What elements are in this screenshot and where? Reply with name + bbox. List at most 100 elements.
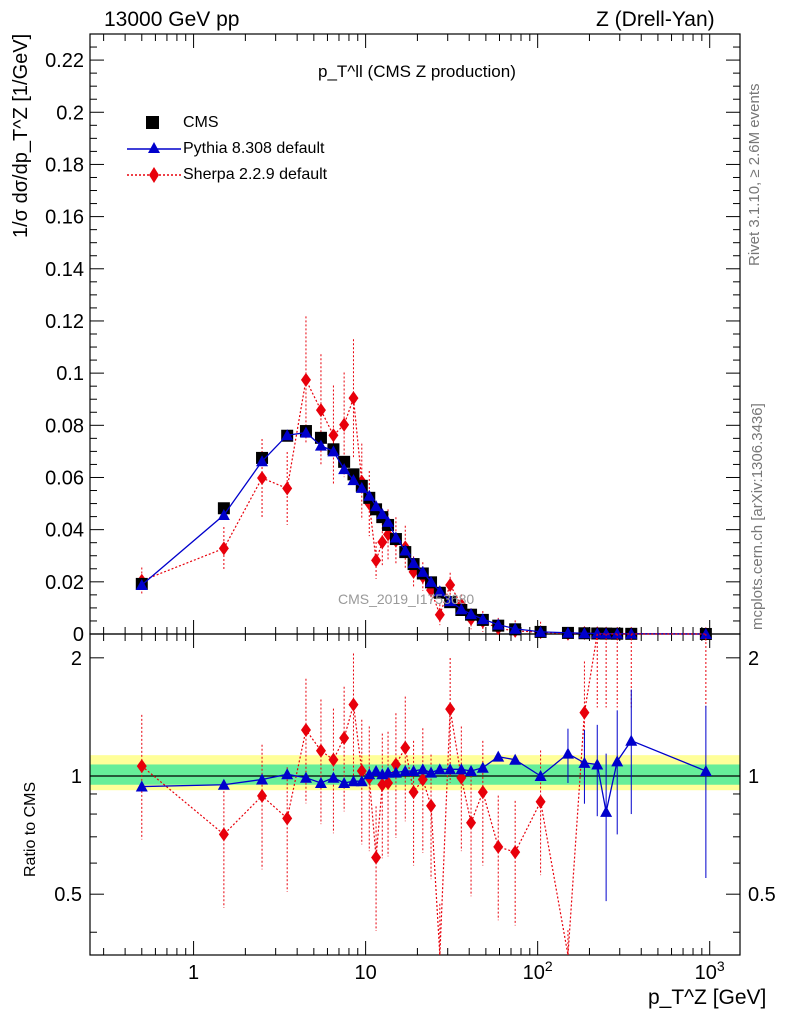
- y-tick-label: 0.22: [45, 50, 84, 72]
- y-tick-label: 0.04: [45, 520, 84, 542]
- pythia-point: [600, 627, 613, 639]
- pythia-ratio-point: [327, 771, 340, 783]
- sherpa-ratio-point: [390, 757, 401, 772]
- pythia-point: [281, 429, 294, 441]
- sherpa-ratio-point: [356, 763, 367, 778]
- x-tick-label: 102: [523, 958, 553, 984]
- pythia-point: [425, 575, 438, 587]
- plot-title-text: p_T^ll (CMS Z production): [318, 62, 516, 81]
- legend-item-cms: CMS: [125, 110, 327, 136]
- pythia-ratio-point: [455, 763, 468, 775]
- ratio-tick-label: 1: [71, 766, 82, 788]
- pythia-point: [625, 627, 638, 639]
- pythia-point: [299, 426, 312, 438]
- sherpa-ratio-point: [579, 705, 590, 720]
- sherpa-point: [377, 535, 388, 550]
- pythia-point: [256, 455, 269, 467]
- sherpa-point: [371, 553, 382, 568]
- pythia-point: [465, 608, 478, 620]
- sherpa-ratio-point: [477, 785, 488, 800]
- rivet-version-label: Rivet 3.1.10, ≥ 2.6M events: [746, 83, 763, 267]
- pythia-point: [591, 627, 604, 639]
- pythia-point: [492, 618, 505, 630]
- sherpa-ratio-point: [328, 752, 339, 767]
- pythia-point: [444, 595, 457, 607]
- sherpa-ratio-point: [300, 722, 311, 737]
- sherpa-ratio-point: [371, 850, 382, 865]
- pythia-point: [314, 439, 327, 451]
- y-tick-label: 0.12: [45, 311, 84, 333]
- sherpa-ratio-point: [408, 785, 419, 800]
- pythia-ratio-point: [509, 753, 522, 765]
- pythia-point: [382, 515, 395, 527]
- sherpa-ratio-point: [426, 798, 437, 813]
- pythia-ratio-point: [465, 764, 478, 776]
- x-axis-label: p_T^Z [GeV]: [648, 986, 767, 1009]
- legend-label-pythia: Pythia 8.308 default: [183, 140, 325, 157]
- pythia-ratio-point: [416, 763, 429, 775]
- sherpa-ratio-point: [282, 811, 293, 826]
- sherpa-point: [445, 577, 456, 592]
- pythia-point: [338, 463, 351, 475]
- pythia-ratio-point: [338, 776, 351, 788]
- pythia-ratio-point: [625, 734, 638, 746]
- pythia-ratio-point: [444, 763, 457, 775]
- pythia-ratio-point: [347, 775, 360, 787]
- pythia-ratio-point: [389, 766, 402, 778]
- pythia-ratio-point: [281, 768, 294, 780]
- pythia-point: [416, 565, 429, 577]
- cms-point: [314, 431, 327, 444]
- sherpa-point: [257, 471, 268, 485]
- legend-label-sherpa: Sherpa 2.2.9 default: [183, 166, 328, 183]
- ratio-tick-label-right: 2: [748, 648, 759, 670]
- y-tick-label: 0.16: [45, 207, 84, 229]
- x-tick-label: 10: [354, 962, 376, 984]
- pythia-point: [217, 509, 230, 521]
- pythia-ratio-point: [534, 770, 547, 782]
- pythia-point: [363, 489, 376, 501]
- header-left: 13000 GeV pp: [104, 8, 240, 31]
- sherpa-point: [282, 481, 293, 496]
- legend: CMS Pythia 8.308 default Sherpa 2.2.9 de…: [125, 110, 327, 188]
- pythia-ratio-point: [135, 780, 148, 792]
- sherpa-ratio-point: [136, 759, 147, 774]
- legend-item-pythia: Pythia 8.308 default: [125, 136, 327, 162]
- ratio-axis-label: Ratio to CMS: [22, 781, 39, 877]
- pythia-ratio-point: [314, 776, 327, 788]
- pythia-ratio-point: [591, 758, 604, 770]
- y-tick-label: 0.2: [56, 102, 84, 124]
- pythia-point: [355, 481, 368, 493]
- sherpa-ratio-point: [339, 730, 350, 745]
- y-tick-label: 0.06: [45, 467, 84, 489]
- pythia-point: [476, 613, 489, 625]
- pythia-ratio-point: [217, 778, 230, 790]
- pythia-point: [534, 625, 547, 637]
- pythia-ratio-point: [363, 768, 376, 780]
- legend-label-cms: CMS: [183, 114, 219, 131]
- y-tick-label: 0.08: [45, 415, 84, 437]
- y-tick-label: 0.02: [45, 572, 84, 594]
- sherpa-point: [434, 607, 445, 622]
- pythia-ratio-point: [433, 763, 446, 775]
- pythia-point: [509, 622, 522, 634]
- pythia-ratio-point: [299, 771, 312, 783]
- legend-triangle-icon: [125, 139, 183, 159]
- pythia-point: [611, 627, 624, 639]
- pythia-ratio-point: [425, 766, 438, 778]
- pythia-point: [370, 500, 383, 512]
- y-tick-label: 0.18: [45, 154, 84, 176]
- sherpa-ratio-point: [535, 794, 546, 809]
- sherpa-ratio-point: [510, 845, 521, 860]
- y-tick-label: 0.1: [56, 363, 84, 385]
- pythia-ratio-point: [476, 761, 489, 773]
- sherpa-point: [315, 403, 326, 418]
- sherpa-ratio-point: [257, 788, 268, 803]
- sherpa-ratio-point: [348, 697, 359, 712]
- pythia-ratio-point: [370, 764, 383, 776]
- pythia-point: [455, 603, 468, 615]
- legend-diamond-icon: [125, 165, 183, 185]
- ratio-tick-label: 2: [71, 648, 82, 670]
- sherpa-ratio-point: [218, 827, 229, 842]
- ratio-frame: [89, 633, 741, 956]
- sherpa-point: [300, 372, 311, 387]
